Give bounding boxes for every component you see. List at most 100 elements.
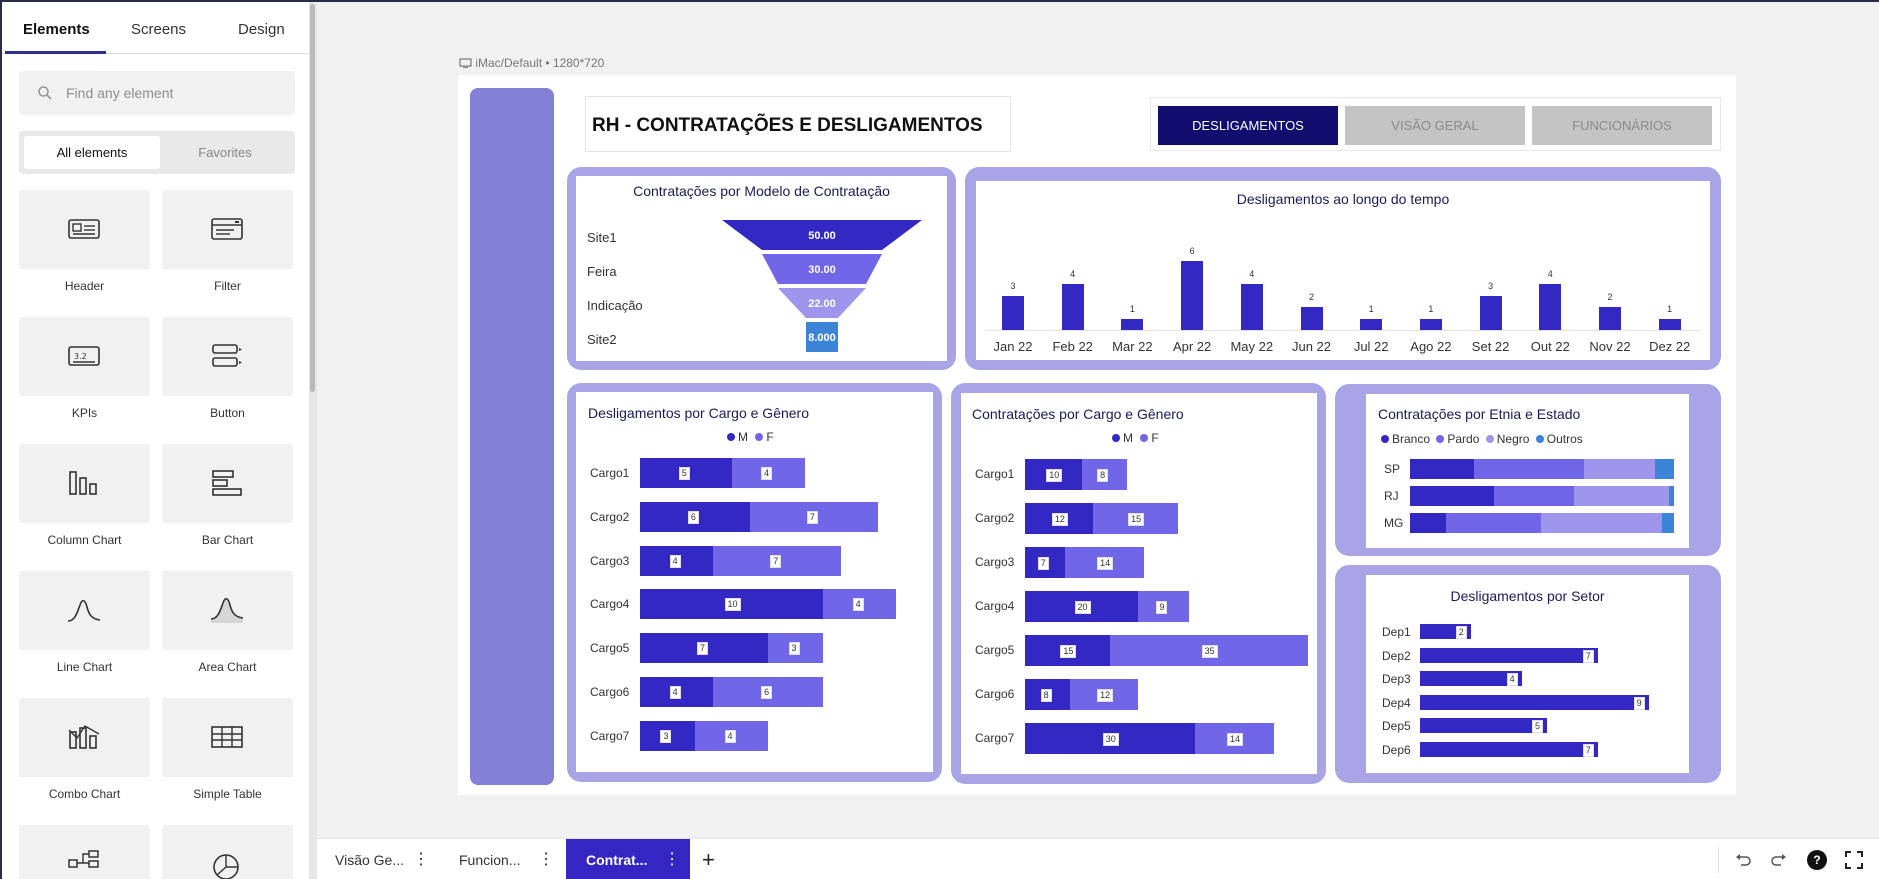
bar-value-label: 5 [678,467,690,480]
column-value-label: 2 [1308,292,1314,302]
favorites-button[interactable]: Favorites [198,145,252,160]
element-label: Column Chart [47,533,122,547]
cargo-label: Cargo2 [975,511,1015,525]
funnel-category-label: Feira [587,264,617,279]
element-tile-line-chart[interactable] [19,571,150,650]
cargo-label: Cargo2 [590,509,630,524]
department-value-label: 7 [1582,649,1594,663]
state-label: RJ [1384,489,1399,503]
funnel-value-label: 30.00 [808,264,836,276]
element-tile-simple-table[interactable] [162,698,293,777]
column-axis-line [986,330,1700,331]
legend-dot [1381,435,1389,443]
bar-value-label: 4 [669,686,681,699]
column-bar [1300,307,1323,330]
search-icon [38,86,52,100]
tab-design[interactable]: Design [238,21,285,38]
button-icon [212,344,242,367]
funnel-category-label: Indicação [587,298,643,313]
bar-value-label: 35 [1201,644,1218,658]
legend-dot [1535,435,1544,443]
device-label: iMac/Default • 1280*720 [459,56,604,70]
department-label: Dep1 [1382,625,1411,639]
screen-tabs-bar: Visão Ge... ⋮ Funcion... ⋮ Contrat... ⋮ … [317,838,1879,879]
all-elements-button[interactable]: All elements [24,136,160,169]
element-tile-bar-chart[interactable] [162,444,293,523]
kpis-icon: 3.2 [68,346,100,366]
funnel-segment [762,254,882,284]
department-bar [1420,742,1598,757]
bar-value-label: 10 [1046,468,1063,482]
tab-elements[interactable]: Elements [23,21,90,38]
tab-screens[interactable]: Screens [131,21,187,38]
deslig-cargo-legend: M F [727,430,774,444]
bar-value-label: 3 [788,642,800,656]
element-tile-column-chart[interactable] [19,444,150,523]
element-tile-kpis[interactable]: 3.2 [19,317,150,396]
scrollbar-thumb[interactable] [310,4,315,392]
cargo-label: Cargo4 [975,599,1015,613]
bar-value-label: 15 [1060,644,1077,658]
element-tile-header[interactable] [19,190,150,269]
legend-label: F [1151,431,1159,445]
element-search-input[interactable]: Find any element [19,71,295,115]
column-value-label: 4 [1547,269,1553,279]
element-label: Bar Chart [201,533,254,547]
column-x-label: Out 22 [1530,339,1570,354]
dashboard-nav: DESLIGAMENTOS VISÃO GERAL FUNCIONÁRIOS [1150,97,1721,151]
column-title: Desligamentos ao longo do tempo [1236,191,1450,207]
element-tile-pie-chart[interactable] [162,825,293,879]
funnel-svg: 50.00 30.00 22.00 8.000 [722,220,922,352]
column-value-label: 4 [1070,269,1076,279]
pie-chart-icon [213,854,239,879]
undo-icon[interactable] [1734,852,1752,868]
bar-value-label: 8 [1097,468,1109,482]
bar-value-label: 12 [1051,512,1068,526]
legend-dot [755,433,764,441]
legend-dot [1436,435,1445,443]
department-bar [1420,671,1522,687]
element-tile-button[interactable] [162,317,293,396]
fullscreen-icon[interactable] [1845,851,1863,869]
contrat-cargo-title: Contratações por Cargo e Gênero [972,406,1184,422]
element-tile-combo-chart[interactable] [19,698,150,777]
screen-tab-funcionarios[interactable]: Funcion... [459,852,521,868]
add-screen-icon[interactable]: + [702,847,715,872]
bar-value-label: 10 [724,598,741,612]
more-vertical-icon[interactable]: ⋮ [664,851,680,868]
funnel-category-label: Site2 [587,332,617,347]
department-bar [1420,718,1547,734]
element-label: Line Chart [56,660,113,674]
help-icon[interactable]: ? [1807,850,1827,870]
column-bar [1240,284,1263,330]
element-tile-diagram[interactable] [19,825,150,879]
element-label: Filter [214,279,241,293]
legend-label: Negro [1496,432,1530,446]
element-tile-area-chart[interactable] [162,571,293,650]
screen-tab-visao-geral[interactable]: Visão Ge... [335,852,405,868]
legend-label: M [738,430,748,444]
panel-scrollbar[interactable] [309,2,317,879]
column-value-label: 1 [1667,303,1673,314]
more-vertical-icon[interactable]: ⋮ [413,851,429,868]
screen-tab-contratacoes[interactable]: Contrat... [566,839,690,879]
monitor-icon [459,58,472,68]
nav-desligamentos-button[interactable]: DESLIGAMENTOS [1158,106,1338,145]
column-x-label: Apr 22 [1172,339,1212,354]
dashboard-title-box[interactable]: RH - CONTRATAÇÕES E DESLIGAMENTOS [585,96,1011,152]
nav-funcionarios-button[interactable]: FUNCIONÁRIOS [1532,106,1712,145]
redo-icon[interactable] [1770,852,1788,868]
svg-text:3.2: 3.2 [74,352,87,361]
element-tile-filter[interactable] [162,190,293,269]
stacked-100-segment [1584,459,1656,479]
more-vertical-icon[interactable]: ⋮ [538,851,554,868]
funnel-card [576,176,947,361]
column-bar [1181,261,1204,330]
department-value-label: 2 [1455,626,1467,639]
search-placeholder: Find any element [66,85,174,101]
column-value-label: 3 [1010,280,1016,291]
cargo-label: Cargo5 [590,641,630,656]
column-value-label: 1 [1368,303,1374,314]
nav-visao-geral-button[interactable]: VISÃO GERAL [1345,106,1525,145]
stacked-100-segment [1541,513,1663,533]
